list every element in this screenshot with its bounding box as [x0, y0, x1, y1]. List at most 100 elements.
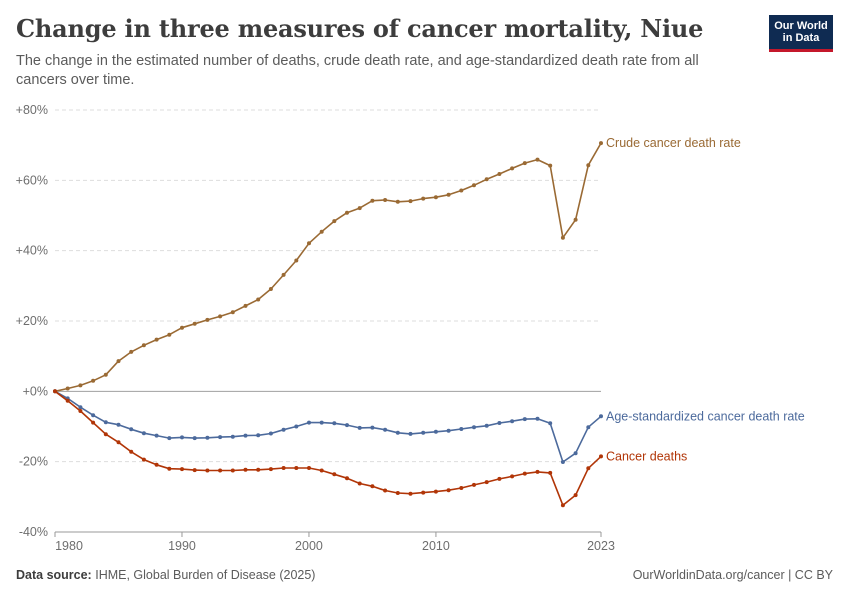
credit-link[interactable]: OurWorldinData.org/cancer | CC BY [632, 568, 833, 582]
data-point [421, 430, 426, 435]
y-tick-label: -40% [19, 525, 48, 539]
data-point [319, 229, 324, 234]
data-point [256, 433, 261, 438]
data-point [180, 325, 184, 330]
data-point [383, 427, 388, 432]
data-point [281, 466, 286, 470]
data-point [484, 177, 489, 182]
data-point [116, 422, 121, 427]
data-point [357, 481, 362, 486]
data-point [307, 466, 311, 470]
data-point [205, 317, 210, 322]
data-point [510, 474, 515, 479]
data-point [522, 471, 527, 476]
data-point [307, 420, 311, 425]
data-point [395, 199, 400, 204]
data-point [560, 235, 565, 240]
chart-subtitle: The change in the estimated number of de… [16, 53, 699, 88]
x-tick-label: 1980 [55, 539, 83, 553]
data-point [421, 196, 426, 201]
data-point [560, 503, 565, 508]
y-tick-label: +60% [16, 173, 48, 187]
data-source-text: IHME, Global Burden of Disease (2025) [95, 568, 316, 582]
data-point [497, 421, 502, 425]
data-point [268, 287, 273, 291]
data-point [218, 314, 223, 319]
series-line [54, 390, 602, 507]
data-source: Data source: IHME, Global Burden of Dise… [16, 568, 315, 582]
axis-layer: -40% -20% +0% +20% +40% +60% +80% 1980 1990 2000 2… [16, 103, 615, 553]
data-point [395, 491, 400, 495]
data-point [446, 488, 451, 493]
data-point [408, 199, 413, 204]
data-point [370, 425, 375, 430]
data-point [256, 297, 261, 302]
data-point [459, 486, 464, 490]
data-point [243, 433, 248, 438]
data-point [573, 493, 578, 498]
data-point [268, 431, 273, 436]
data-point [586, 425, 591, 430]
series-end-label: Age-standardized cancer death rate [606, 409, 805, 423]
logo-line-1: Our World [774, 20, 828, 32]
data-point [522, 417, 527, 422]
data-point [205, 435, 210, 440]
y-tick-label: +80% [16, 103, 48, 117]
data-point [345, 210, 349, 215]
data-point [332, 421, 337, 426]
data-point [180, 435, 184, 440]
data-point [141, 431, 146, 436]
data-point [65, 386, 70, 391]
data-point [78, 405, 83, 410]
y-tick-label: +0% [23, 384, 48, 398]
data-point [548, 421, 553, 426]
data-point [421, 490, 426, 495]
data-point [256, 467, 261, 472]
data-point [548, 470, 553, 475]
data-point [446, 428, 451, 433]
data-point [497, 476, 502, 481]
data-point [129, 349, 134, 354]
data-point [268, 467, 273, 472]
data-point [91, 420, 96, 425]
data-point [103, 372, 108, 377]
y-tick-label: +40% [16, 244, 48, 258]
data-point [510, 166, 515, 171]
data-point [408, 491, 413, 496]
data-point [281, 272, 286, 277]
data-point [535, 469, 540, 474]
data-point [243, 467, 248, 472]
data-point [103, 432, 108, 437]
data-point [459, 188, 464, 193]
chart-title: Change in three measures of cancer morta… [16, 14, 704, 43]
data-point [383, 488, 388, 493]
series-end-label: Crude cancer death rate [606, 136, 741, 150]
data-point [116, 440, 121, 445]
data-point [472, 425, 476, 430]
series-layer [53, 141, 603, 508]
owid-logo[interactable]: Our World in Data [769, 15, 833, 52]
data-point [459, 427, 464, 431]
data-point [129, 427, 134, 432]
data-point [522, 161, 527, 166]
data-point [192, 321, 197, 326]
data-point [446, 192, 451, 197]
y-tick-label: +20% [16, 314, 48, 328]
data-point [345, 476, 349, 481]
label-layer: Crude cancer death rate Age-standardized … [606, 136, 805, 463]
data-point [129, 449, 134, 454]
data-point [154, 337, 159, 342]
data-point [141, 343, 146, 348]
data-point [91, 413, 96, 418]
data-point [497, 172, 502, 176]
data-point [599, 141, 603, 146]
data-point [180, 467, 184, 472]
data-source-label: Data source: [16, 568, 92, 582]
data-point [383, 198, 388, 202]
data-point [230, 310, 235, 315]
data-point [78, 383, 83, 388]
data-point [294, 466, 299, 470]
data-point [294, 258, 299, 263]
data-point [472, 482, 476, 487]
data-point [586, 163, 591, 168]
